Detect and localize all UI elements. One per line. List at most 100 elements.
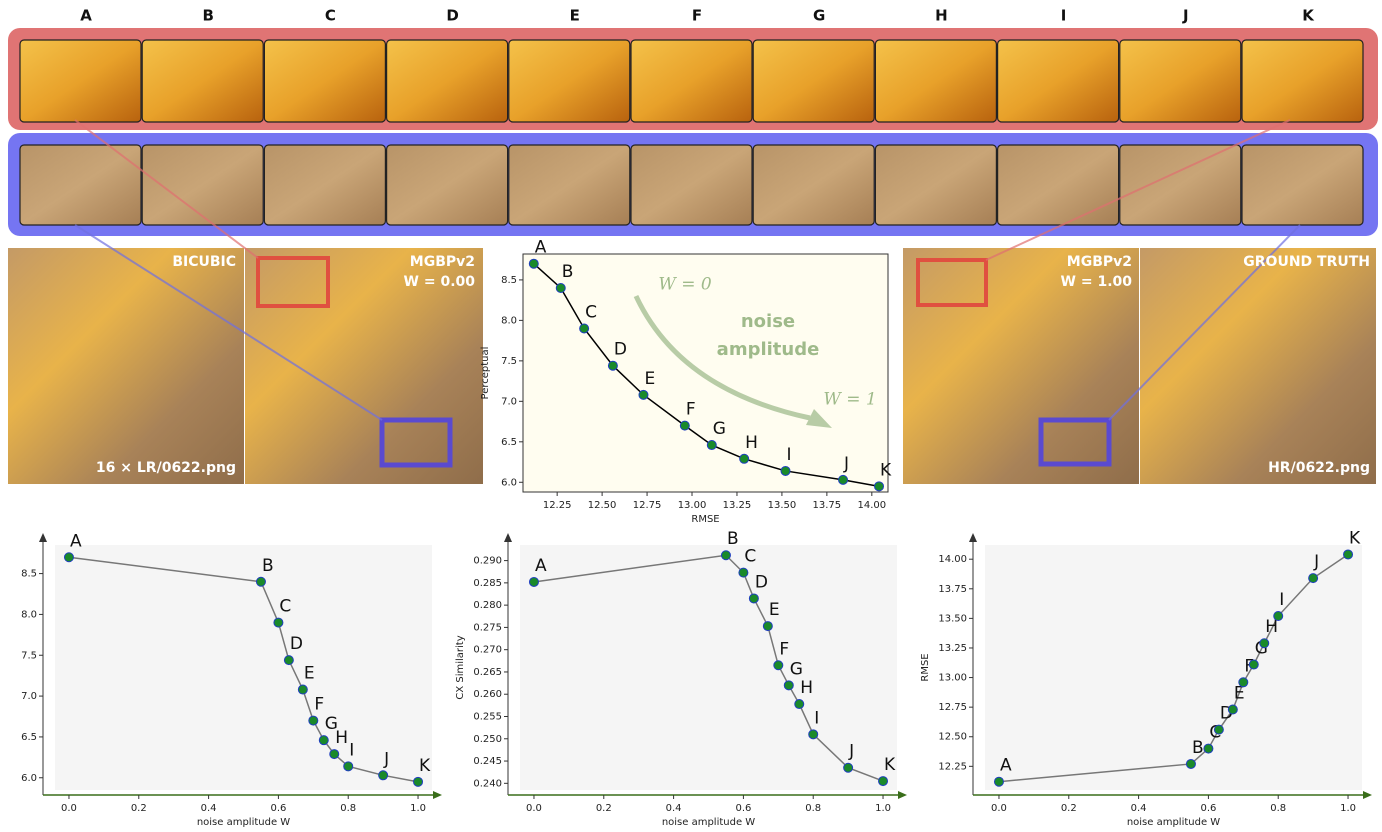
x-tick-label: 0.2: [131, 803, 147, 814]
x-tick-label: 13.50: [768, 500, 797, 511]
data-point: [284, 656, 293, 665]
point-label: D: [755, 572, 768, 592]
point-label: B: [562, 262, 574, 282]
data-point: [344, 762, 353, 771]
column-label: K: [1302, 7, 1315, 25]
point-label: B: [727, 529, 739, 549]
data-point: [1186, 759, 1195, 768]
x-tick-label: 1.0: [410, 803, 426, 814]
point-label: J: [843, 454, 849, 474]
data-point: [379, 771, 388, 780]
y-axis-label: RMSE: [920, 653, 931, 681]
panel-title: MGBPv2: [410, 254, 475, 270]
point-label: J: [1313, 552, 1319, 572]
x-tick-label: 0.2: [1061, 803, 1077, 814]
plot-background: [55, 545, 432, 790]
point-label: J: [383, 749, 389, 769]
y-tick-label: 0.250: [473, 734, 502, 745]
tile-fries: [142, 40, 263, 122]
y-tick-label: 8.0: [501, 315, 517, 326]
tile-fries: [753, 40, 874, 122]
data-point: [784, 681, 793, 690]
x-tick-label: 0.6: [270, 803, 286, 814]
point-label: I: [349, 740, 354, 760]
x-tick-label: 0.6: [735, 803, 751, 814]
x-axis-arrow: [898, 791, 907, 799]
y-axis-label: CX Similarity: [455, 635, 466, 699]
y-tick-label: 0.270: [473, 645, 502, 656]
data-point: [1204, 744, 1213, 753]
data-point: [740, 454, 749, 463]
data-point: [608, 361, 617, 370]
y-tick-label: 0.275: [473, 622, 502, 633]
tile-fries: [387, 40, 508, 122]
point-label: K: [880, 460, 892, 480]
point-label: B: [262, 556, 274, 576]
y-tick-label: 13.25: [938, 643, 967, 654]
point-label: K: [884, 755, 896, 775]
data-point: [64, 553, 73, 562]
tile-wood: [875, 145, 996, 225]
point-label: C: [744, 547, 756, 567]
point-label: C: [279, 597, 291, 617]
data-point: [994, 777, 1003, 786]
point-label: F: [686, 400, 696, 420]
tile-wood: [387, 145, 508, 225]
data-point: [839, 475, 848, 484]
data-point: [414, 777, 423, 786]
x-tick-label: 0.8: [805, 803, 821, 814]
point-label: A: [70, 531, 82, 551]
x-axis-label: RMSE: [691, 514, 719, 525]
y-tick-label: 0.260: [473, 689, 502, 700]
plot-background: [985, 545, 1362, 790]
data-point: [1228, 705, 1237, 714]
x-tick-label: 13.25: [723, 500, 752, 511]
data-point: [739, 568, 748, 577]
point-label: D: [290, 634, 303, 654]
point-label: E: [769, 600, 780, 620]
data-point: [1274, 612, 1283, 621]
tile-fries: [998, 40, 1119, 122]
column-label: A: [80, 7, 92, 25]
x-tick-label: 0.8: [340, 803, 356, 814]
tile-fries: [264, 40, 385, 122]
data-point: [319, 736, 328, 745]
tile-wood: [753, 145, 874, 225]
x-tick-label: 0.6: [1200, 803, 1216, 814]
figure: BICUBIC 16 × LR/0622.png MGBPv2 W = 0.00…: [0, 0, 1382, 832]
y-tick-label: 0.285: [473, 578, 502, 589]
point-label: E: [644, 369, 655, 389]
y-axis-arrow: [969, 533, 977, 542]
data-point: [680, 421, 689, 430]
tiles: [20, 40, 1363, 225]
data-point: [763, 622, 772, 631]
annotation: W = 1: [823, 390, 876, 410]
tile-wood: [998, 145, 1119, 225]
y-tick-label: 14.00: [938, 554, 967, 565]
y-tick-label: 6.0: [21, 773, 37, 784]
column-label: C: [325, 7, 336, 25]
point-label: G: [790, 659, 803, 679]
data-point: [298, 685, 307, 694]
y-tick-label: 0.245: [473, 756, 502, 767]
data-point: [330, 750, 339, 759]
x-axis-label: noise amplitude W: [662, 817, 755, 828]
x-tick-label: 0.8: [1270, 803, 1286, 814]
data-point: [1344, 550, 1353, 559]
data-point: [844, 763, 853, 772]
column-label: F: [692, 7, 702, 25]
panel-subtitle: W = 0.00: [404, 274, 476, 290]
data-point: [809, 730, 818, 739]
data-point: [721, 551, 730, 560]
data-point: [1214, 725, 1223, 734]
data-point: [1249, 660, 1258, 669]
point-label: K: [1349, 528, 1361, 548]
tile-fries: [1120, 40, 1241, 122]
point-label: I: [814, 708, 819, 728]
image-bicubic: [8, 248, 244, 484]
y-tick-label: 8.5: [21, 569, 37, 580]
data-point: [309, 716, 318, 725]
y-tick-label: 0.265: [473, 667, 502, 678]
y-tick-label: 6.0: [501, 477, 517, 488]
column-label: D: [446, 7, 458, 25]
